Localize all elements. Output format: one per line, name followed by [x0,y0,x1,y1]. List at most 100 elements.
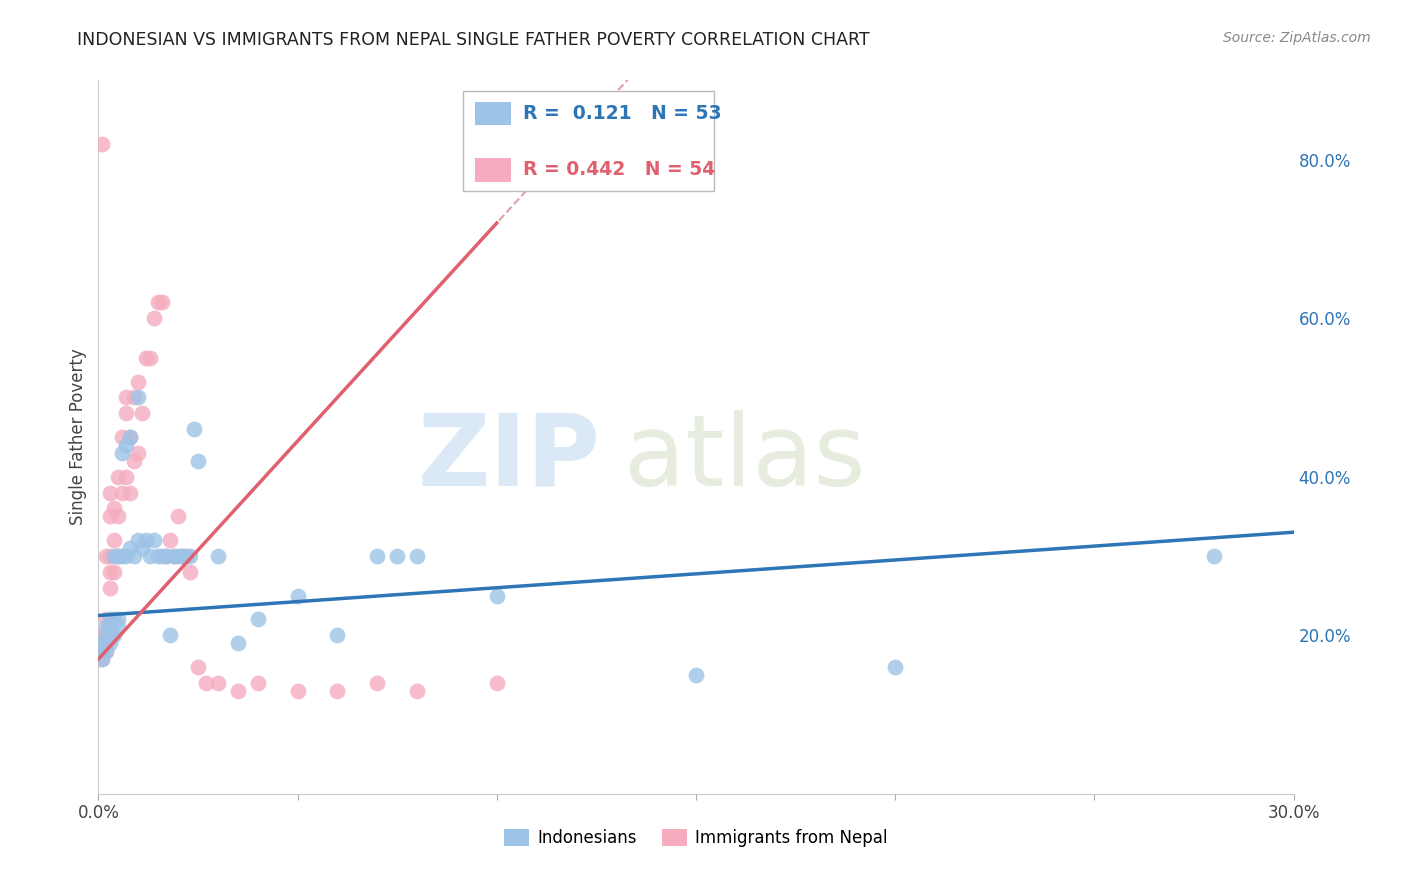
Point [207,549,229,563]
Point [91,644,114,658]
Point [103,628,125,642]
Point [107,549,129,563]
Point [107,469,129,483]
Point [111,485,134,500]
Text: R =  0.121   N = 53: R = 0.121 N = 53 [523,104,721,123]
Point [103,501,125,516]
Point [167,509,190,524]
Point [103,612,125,626]
Point [111,446,134,460]
Point [127,446,149,460]
Point [91,636,114,650]
Point [163,549,186,563]
Point [195,676,218,690]
Point [485,589,508,603]
Point [115,391,138,405]
Point [91,628,114,642]
Point [884,660,907,674]
Point [150,549,173,563]
Point [172,549,194,563]
Point [127,375,149,389]
Text: Source: ZipAtlas.com: Source: ZipAtlas.com [1223,31,1371,45]
Point [127,391,149,405]
Point [1202,549,1225,563]
Point [107,509,129,524]
Point [96,612,118,626]
Point [366,549,388,563]
Point [246,676,269,690]
Point [120,430,142,444]
Point [124,391,146,405]
Point [131,406,153,420]
Point [406,549,429,563]
Point [685,668,707,682]
Point [163,549,186,563]
Point [120,541,142,555]
Point [226,636,249,650]
Point [96,628,118,642]
Point [111,549,134,563]
FancyBboxPatch shape [463,91,714,191]
Point [107,549,129,563]
Point [91,136,114,151]
Point [96,620,118,634]
Point [131,541,153,555]
Point [115,469,138,483]
FancyBboxPatch shape [475,102,510,125]
Point [103,549,125,563]
Point [174,549,197,563]
Point [115,438,138,452]
Y-axis label: Single Father Poverty: Single Father Poverty [69,349,87,525]
Point [103,533,125,548]
Point [111,430,134,444]
Point [91,636,114,650]
Point [98,620,122,634]
Point [103,565,125,579]
Point [326,628,349,642]
Text: INDONESIAN VS IMMIGRANTS FROM NEPAL SINGLE FATHER POVERTY CORRELATION CHART: INDONESIAN VS IMMIGRANTS FROM NEPAL SING… [77,31,870,49]
Point [98,612,122,626]
FancyBboxPatch shape [475,158,510,182]
Point [98,636,122,650]
Point [406,683,429,698]
Point [98,549,122,563]
Point [143,311,166,326]
Point [187,454,209,468]
Text: R = 0.442   N = 54: R = 0.442 N = 54 [523,160,714,179]
Point [107,620,129,634]
Point [287,683,309,698]
Point [115,549,138,563]
Point [124,454,146,468]
Point [148,549,170,563]
Point [172,549,194,563]
Point [98,628,122,642]
Point [135,351,157,365]
Point [143,533,166,548]
Point [135,533,157,548]
Point [179,549,201,563]
Point [120,485,142,500]
Point [155,549,177,563]
Point [120,430,142,444]
Point [96,644,118,658]
Point [183,422,205,436]
Point [96,636,118,650]
Legend: Indonesians, Immigrants from Nepal: Indonesians, Immigrants from Nepal [498,822,894,854]
Point [139,549,162,563]
Point [155,549,177,563]
Point [485,676,508,690]
Point [91,644,114,658]
Point [246,612,269,626]
Point [385,549,409,563]
Point [98,485,122,500]
Text: ZIP: ZIP [418,410,600,507]
Point [148,295,170,310]
Point [226,683,249,698]
Point [98,509,122,524]
Point [91,652,114,666]
Point [139,351,162,365]
Point [179,565,201,579]
Point [187,660,209,674]
Point [207,676,229,690]
Point [366,676,388,690]
